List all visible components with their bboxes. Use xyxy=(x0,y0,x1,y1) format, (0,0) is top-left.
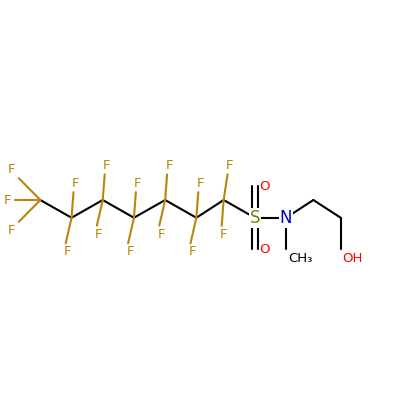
Text: F: F xyxy=(95,228,102,241)
Text: F: F xyxy=(126,245,134,258)
Text: F: F xyxy=(158,228,165,241)
Text: F: F xyxy=(103,159,110,172)
Text: F: F xyxy=(4,194,11,206)
Text: F: F xyxy=(165,159,173,172)
Text: F: F xyxy=(134,177,142,190)
Text: O: O xyxy=(259,243,270,256)
Text: F: F xyxy=(64,245,71,258)
Text: CH₃: CH₃ xyxy=(288,252,312,266)
Text: OH: OH xyxy=(343,252,363,266)
Text: F: F xyxy=(196,177,204,190)
Text: O: O xyxy=(259,180,270,193)
Text: F: F xyxy=(226,159,233,172)
Text: F: F xyxy=(220,228,228,241)
Text: F: F xyxy=(8,163,15,176)
Text: F: F xyxy=(189,245,196,258)
Text: F: F xyxy=(72,177,79,190)
Text: F: F xyxy=(8,224,15,237)
Text: S: S xyxy=(250,209,260,227)
Text: N: N xyxy=(280,209,292,227)
